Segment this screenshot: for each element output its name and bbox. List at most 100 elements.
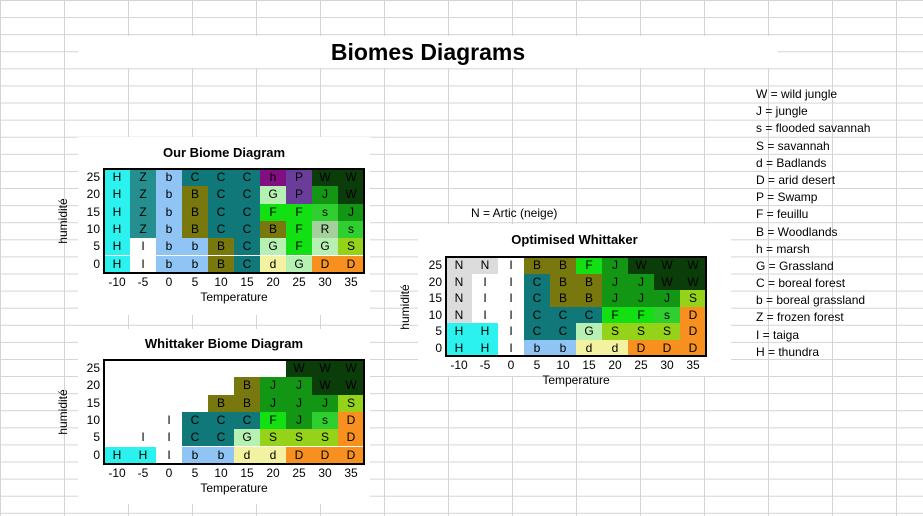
biome-cell: G — [286, 255, 312, 273]
legend-item: Z = frozen forest — [756, 310, 844, 325]
biome-cell: D — [338, 446, 364, 464]
y-tick-label: 15 — [428, 291, 442, 305]
biome-cell: B — [234, 394, 260, 412]
biome-cell: S — [338, 394, 364, 412]
biome-cell: I — [498, 323, 524, 340]
biome-cell: B — [182, 203, 208, 221]
biome-cell: R — [312, 220, 338, 239]
y-tick-label: 0 — [435, 340, 442, 355]
biome-cell: B — [576, 273, 602, 290]
x-tick-label: 35 — [686, 358, 700, 372]
biome-cell: J — [602, 273, 628, 290]
biome-cell: F — [260, 411, 286, 430]
biome-cell: H — [104, 203, 130, 221]
biome-cell: D — [312, 446, 338, 464]
biome-cell: I — [498, 306, 524, 323]
y-tick-label: 5 — [435, 324, 442, 338]
biome-cell: J — [628, 290, 654, 307]
biome-cell: N — [446, 273, 472, 290]
biome-cell: W — [628, 257, 654, 274]
biome-cell: H — [472, 323, 498, 340]
biome-cell — [182, 377, 208, 395]
biome-cell: C — [234, 411, 260, 430]
x-tick-label: 0 — [507, 358, 515, 372]
biome-cell — [130, 394, 156, 412]
biome-cell: H — [446, 323, 472, 340]
biome-cell: D — [286, 446, 312, 464]
biome-cell — [130, 411, 156, 430]
biome-cell: W — [312, 377, 338, 395]
biome-cell — [104, 429, 130, 447]
grid-border — [103, 168, 365, 274]
biome-cell: G — [312, 238, 338, 256]
x-tick-label: 10 — [556, 358, 570, 372]
biome-cell: Z — [130, 186, 156, 204]
biome-cell: Z — [130, 169, 156, 187]
biome-cell: b — [156, 238, 182, 256]
biome-cell: D — [312, 255, 338, 273]
biome-cell: D — [338, 411, 364, 430]
biome-cell: S — [602, 323, 628, 340]
x-tick-label: -5 — [479, 358, 491, 372]
biome-cell: H — [104, 255, 130, 273]
biome-cell: C — [208, 169, 234, 187]
biome-cell: b — [182, 446, 208, 464]
y-tick-label: 15 — [86, 204, 100, 219]
y-tick-label: 0 — [93, 256, 100, 271]
x-tick-label: 30 — [660, 358, 674, 372]
biome-cell: C — [208, 411, 234, 430]
biome-cell: W — [680, 257, 706, 274]
biome-cell: S — [654, 323, 680, 340]
biome-cell: G — [260, 186, 286, 204]
biome-cell: I — [472, 306, 498, 323]
legend-item: I = taiga — [756, 327, 800, 342]
biome-cell: Z — [130, 203, 156, 221]
x-tick-label: 0 — [165, 274, 173, 289]
biome-cell — [260, 360, 286, 378]
y-tick-label: 15 — [86, 395, 100, 410]
biome-cell: b — [156, 255, 182, 273]
legend-item: S = savannah — [756, 138, 830, 153]
x-tick-label: 20 — [266, 274, 280, 289]
biome-cell: C — [208, 429, 234, 447]
legend-item: d = Badlands — [756, 155, 827, 170]
biome-cell: P — [286, 169, 312, 187]
biome-cell: B — [208, 255, 234, 273]
biome-cell: J — [312, 186, 338, 204]
biome-cell — [208, 377, 234, 395]
biome-cell: C — [524, 273, 550, 290]
biome-cell: C — [234, 169, 260, 187]
x-tick-label: 20 — [266, 465, 280, 480]
biome-cell: C — [550, 306, 576, 323]
y-tick-label: 0 — [93, 447, 100, 462]
biome-cell: H — [130, 446, 156, 464]
biome-cell: Z — [130, 220, 156, 239]
x-axis-label: Temperature — [200, 480, 268, 495]
biome-cell: J — [260, 377, 286, 395]
biome-cell: C — [234, 255, 260, 273]
x-tick-label: -10 — [450, 358, 468, 372]
x-tick-label: 5 — [533, 358, 541, 372]
biome-cell: I — [130, 238, 156, 256]
x-tick-label: -10 — [108, 465, 126, 480]
grid-border — [103, 359, 365, 465]
y-tick-label: 20 — [86, 378, 100, 393]
biome-cell: J — [286, 394, 312, 412]
biome-cell: D — [680, 306, 706, 323]
diagram-title: Our Biome Diagram — [162, 145, 286, 160]
biome-cell: J — [654, 290, 680, 307]
biome-cell: s — [654, 306, 680, 323]
biome-cell: J — [602, 257, 628, 274]
biome-cell: C — [208, 203, 234, 221]
biome-cell: H — [104, 186, 130, 204]
biome-cell: N — [472, 257, 498, 274]
biome-cell — [156, 377, 182, 395]
diagram-title: Optimised Whittaker — [511, 232, 638, 247]
x-tick-label: 35 — [344, 465, 358, 480]
biome-cell: b — [156, 169, 182, 187]
x-tick-label: 25 — [292, 465, 306, 480]
biome-cell: D — [680, 323, 706, 340]
x-tick-label: 10 — [214, 274, 228, 289]
biome-cell: I — [156, 446, 182, 464]
x-tick-label: 15 — [582, 358, 596, 372]
